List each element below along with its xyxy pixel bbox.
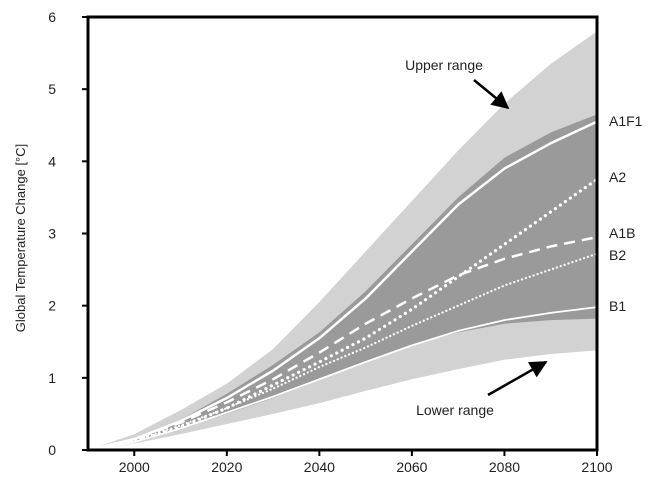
x-tick-label: 2060 (396, 459, 427, 475)
inner-range-band (88, 114, 597, 451)
y-tick-label: 6 (48, 9, 56, 25)
series-line-a1b (87, 235, 598, 452)
x-tick-label: 2100 (581, 459, 612, 475)
annotation-upper-arrow (473, 79, 510, 110)
series-label-a1b: A1B (609, 225, 635, 241)
series-label-b2: B2 (609, 247, 626, 263)
series-line-b1 (87, 306, 598, 451)
y-tick-label: 5 (48, 81, 56, 97)
y-tick-label: 0 (48, 442, 56, 458)
x-tick-label: 2040 (304, 459, 335, 475)
series-line-a1f1 (86, 120, 599, 452)
series-label-a1f1: A1F1 (609, 113, 643, 129)
x-tick-label: 2020 (211, 459, 242, 475)
y-tick-label: 3 (48, 226, 56, 242)
x-tick-label: 2000 (119, 459, 150, 475)
annotation-upper-range: Upper range (405, 57, 483, 73)
y-tick-label: 1 (48, 370, 56, 386)
series-line-b2 (86, 252, 599, 452)
series-label-b1: B1 (609, 298, 626, 314)
series-line-a2 (86, 177, 599, 452)
x-tick-label: 2080 (489, 459, 520, 475)
annotation-lower-range: Lower range (416, 402, 494, 418)
y-tick-label: 4 (48, 153, 56, 169)
y-axis-label: Global Temperature Change [°C] (13, 144, 28, 333)
outer-range-band (88, 31, 597, 451)
y-tick-label: 2 (48, 298, 56, 314)
annotation-lower-arrow (487, 360, 548, 397)
series-label-a2: A2 (609, 169, 626, 185)
